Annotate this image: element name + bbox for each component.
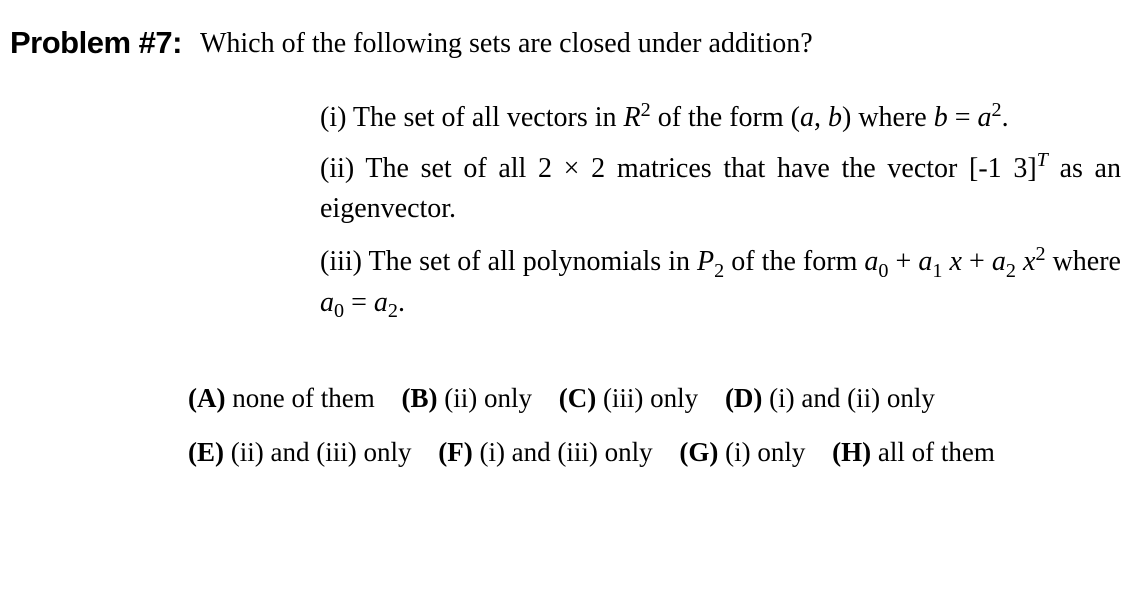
option-h-text: all of them: [871, 437, 995, 467]
option-c-letter: (C): [559, 383, 596, 413]
item-i-pre: (i) The set of all vectors in: [320, 102, 624, 133]
item-iii-a2b: a: [374, 287, 388, 318]
option-c-text: (iii) only: [596, 383, 698, 413]
item-ii-T: T: [1037, 149, 1048, 171]
option-a-text: none of them: [225, 383, 374, 413]
item-iii-plus2: +: [962, 246, 992, 277]
option-f[interactable]: (F) (i) and (iii) only: [438, 425, 652, 479]
option-e[interactable]: (E) (ii) and (iii) only: [188, 425, 411, 479]
option-f-text: (i) and (iii) only: [473, 437, 653, 467]
item-iii-a0: a: [864, 246, 878, 277]
option-d-text: (i) and (ii) only: [762, 383, 934, 413]
item-iii-x1: x: [942, 246, 961, 277]
item-i-R: R: [624, 102, 641, 133]
option-g-letter: (G): [679, 437, 718, 467]
option-d-letter: (D): [725, 383, 762, 413]
item-i-sq: 2: [992, 99, 1002, 121]
item-iii-a2-sub: 2: [1006, 260, 1016, 282]
options-block: (A) none of them (B) (ii) only (C) (iii)…: [188, 371, 1131, 479]
item-iii-dot: .: [398, 287, 405, 318]
item-iii-a2: a: [992, 246, 1006, 277]
item-i-b2: b: [934, 102, 948, 133]
item-iii-x2: x: [1016, 246, 1035, 277]
option-f-letter: (F): [438, 437, 472, 467]
item-i-dot: .: [1002, 102, 1009, 133]
item-ii-pre: (ii) The set of all 2 × 2 matrices that …: [320, 153, 1037, 184]
option-d[interactable]: (D) (i) and (ii) only: [725, 371, 935, 425]
item-iii-P: P: [697, 246, 714, 277]
option-c[interactable]: (C) (iii) only: [559, 371, 698, 425]
option-b[interactable]: (B) (ii) only: [401, 371, 532, 425]
problem-header: Problem #7: Which of the following sets …: [10, 25, 1131, 61]
item-i-eq: =: [948, 102, 978, 133]
item-i-comma: ,: [814, 102, 828, 133]
item-iii-a1-sub: 1: [932, 260, 942, 282]
option-h[interactable]: (H) all of them: [832, 425, 995, 479]
item-iii-a2b-sub: 2: [388, 300, 398, 322]
option-a[interactable]: (A) none of them: [188, 371, 375, 425]
item-iii-a1: a: [918, 246, 932, 277]
item-iii-where: where: [1046, 246, 1121, 277]
item-iii-a0b: a: [320, 287, 334, 318]
option-g[interactable]: (G) (i) only: [679, 425, 805, 479]
item-i-b: b: [828, 102, 842, 133]
option-b-text: (ii) only: [437, 383, 532, 413]
item-ii: (ii) The set of all 2 × 2 matrices that …: [320, 149, 1121, 230]
item-iii-eq: =: [344, 287, 374, 318]
question-text: Which of the following sets are closed u…: [200, 25, 813, 60]
option-a-letter: (A): [188, 383, 225, 413]
item-iii-a0b-sub: 0: [334, 300, 344, 322]
option-h-letter: (H): [832, 437, 871, 467]
item-iii: (iii) The set of all polynomials in P2 o…: [320, 242, 1121, 323]
item-iii-x2-sup: 2: [1035, 243, 1045, 265]
item-i-where: ) where: [842, 102, 934, 133]
option-g-text: (i) only: [718, 437, 805, 467]
item-i-a: a: [800, 102, 814, 133]
item-i: (i) The set of all vectors in R2 of the …: [320, 99, 1121, 137]
item-iii-P-sub: 2: [714, 260, 724, 282]
option-b-letter: (B): [401, 383, 437, 413]
item-iii-pre: (iii) The set of all polynomials in: [320, 246, 697, 277]
item-iii-form: of the form: [724, 246, 864, 277]
item-i-a2: a: [978, 102, 992, 133]
item-iii-a0-sub: 0: [878, 260, 888, 282]
option-e-letter: (E): [188, 437, 224, 467]
item-i-R-sup: 2: [641, 99, 651, 121]
items-block: (i) The set of all vectors in R2 of the …: [320, 99, 1121, 323]
item-iii-plus1: +: [889, 246, 919, 277]
problem-label: Problem #7:: [10, 25, 182, 61]
option-e-text: (ii) and (iii) only: [224, 437, 411, 467]
item-i-mid: of the form (: [651, 102, 800, 133]
